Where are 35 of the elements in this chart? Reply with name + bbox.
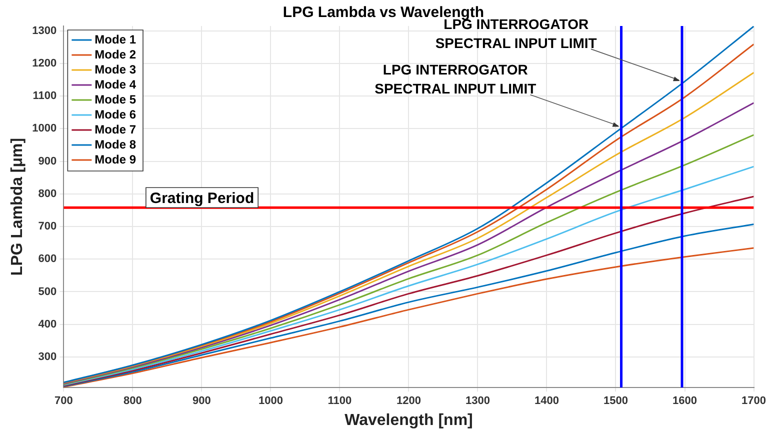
y-tick-label: 600 — [38, 253, 57, 266]
y-tick-label: 700 — [38, 220, 57, 233]
annotation: LPG INTERROGATOR SPECTRAL INPUT LIMIT — [374, 62, 537, 97]
legend-label: Mode 8 — [94, 137, 136, 152]
legend-label: Mode 1 — [94, 32, 136, 46]
legend-label: Mode 5 — [94, 92, 136, 106]
y-tick-label: 1300 — [32, 24, 57, 37]
y-tick-label: 500 — [38, 286, 57, 298]
x-tick-label: 1600 — [672, 395, 697, 408]
ref-line-label: Grating Period — [150, 190, 254, 207]
x-tick-label: 800 — [124, 395, 142, 408]
legend-label: Mode 6 — [94, 107, 136, 122]
x-tick-label: 1300 — [465, 395, 490, 408]
x-tick-label: 1500 — [604, 395, 628, 408]
y-tick-label: 1000 — [32, 122, 57, 135]
y-tick-label: 900 — [38, 155, 57, 168]
legend-label: Mode 4 — [94, 77, 136, 92]
x-tick-label: 1000 — [258, 395, 283, 408]
x-tick-label: 1100 — [328, 395, 352, 408]
legend-label: Mode 9 — [94, 152, 136, 166]
x-tick-label: 700 — [54, 395, 73, 408]
x-tick-label: 1700 — [742, 395, 766, 408]
legend-label: Mode 2 — [94, 47, 136, 62]
legend-label: Mode 3 — [94, 62, 136, 76]
y-tick-label: 800 — [38, 188, 57, 200]
y-axis-title: LPG Lambda [μm] — [9, 138, 26, 276]
y-tick-label: 1200 — [32, 58, 57, 70]
y-tick-label: 400 — [38, 318, 57, 330]
y-tick-label: 1100 — [32, 90, 57, 102]
x-axis-title: Wavelength [nm] — [344, 412, 473, 429]
x-tick-label: 900 — [192, 395, 211, 408]
y-tick-label: 300 — [38, 350, 57, 363]
legend-label: Mode 7 — [94, 122, 136, 136]
x-tick-label: 1200 — [396, 395, 421, 408]
x-tick-label: 1400 — [534, 395, 559, 408]
